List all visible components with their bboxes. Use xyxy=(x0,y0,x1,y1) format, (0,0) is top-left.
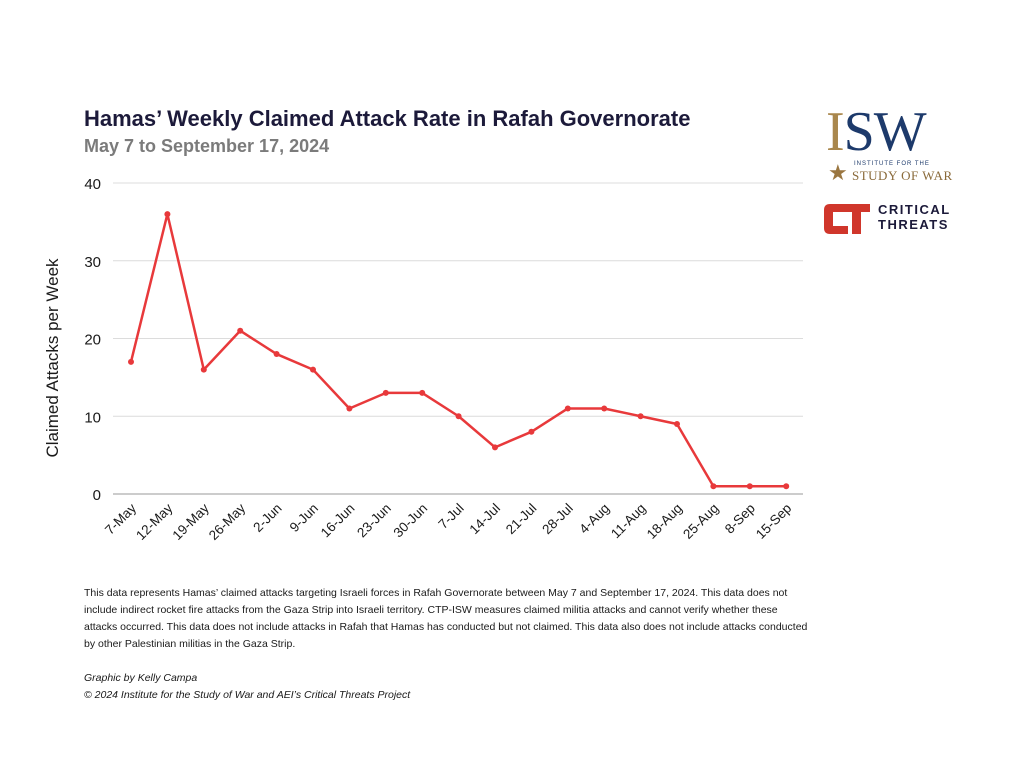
series-line xyxy=(129,212,787,488)
x-tick-label: 14-Jul xyxy=(467,501,504,538)
data-point xyxy=(128,358,134,365)
isw-logo-letters: ISW xyxy=(826,101,927,163)
ct-logo-text: CRITICAL THREATS xyxy=(878,202,951,232)
data-point xyxy=(164,211,171,218)
x-tick-label: 7-Jul xyxy=(435,501,466,532)
data-point xyxy=(528,428,535,435)
isw-logo: ISW INSTITUTE FOR THE ★ STUDY OF WAR xyxy=(826,104,966,184)
data-point xyxy=(419,389,426,396)
x-tick-label: 23-Jun xyxy=(354,501,394,541)
data-point xyxy=(710,483,717,490)
x-tick-label: 18-Aug xyxy=(644,501,685,542)
data-point xyxy=(200,366,207,373)
isw-logo-line2: STUDY OF WAR xyxy=(852,168,953,183)
data-point xyxy=(455,413,462,420)
credit: Graphic by Kelly Campa © 2024 Institute … xyxy=(84,670,410,704)
data-point xyxy=(492,444,498,451)
x-tick-label: 28-Jul xyxy=(539,501,576,538)
x-tick-label: 26-May xyxy=(206,500,249,543)
y-tick-label: 10 xyxy=(84,409,101,426)
credit-author: Graphic by Kelly Campa xyxy=(84,672,198,684)
chart-subtitle: May 7 to September 17, 2024 xyxy=(84,136,330,156)
data-point xyxy=(746,483,753,490)
chart-title: Hamas’ Weekly Claimed Attack Rate in Raf… xyxy=(84,106,691,131)
y-tick-label: 40 xyxy=(84,176,101,193)
star-icon: ★ xyxy=(828,160,848,185)
y-tick-label: 0 xyxy=(93,487,101,504)
data-point xyxy=(310,366,316,373)
y-axis-label: Claimed Attacks per Week xyxy=(43,258,62,458)
isw-logo-line1: INSTITUTE FOR THE xyxy=(854,161,930,167)
x-tick-label: 2-Jun xyxy=(250,501,284,535)
data-point xyxy=(237,327,244,334)
data-point xyxy=(346,405,353,412)
data-point xyxy=(783,483,790,490)
data-point xyxy=(637,413,644,420)
x-tick-label: 4-Aug xyxy=(576,501,612,537)
x-tick-label: 11-Aug xyxy=(608,501,649,542)
data-note: This data represents Hamas’ claimed atta… xyxy=(84,587,808,650)
ct-mark-icon xyxy=(824,204,870,234)
x-tick-label: 15-Sep xyxy=(753,501,794,542)
critical-threats-logo: CRITICAL THREATS xyxy=(824,200,969,240)
credit-copyright: © 2024 Institute for the Study of War an… xyxy=(84,689,411,701)
x-tick-label: 21-Jul xyxy=(503,501,540,538)
x-tick-label: 16-Jun xyxy=(318,501,358,541)
x-tick-label: 9-Jun xyxy=(287,501,321,535)
x-tick-label: 30-Jun xyxy=(391,501,431,541)
data-point xyxy=(674,421,680,428)
x-tick-label: 19-May xyxy=(169,500,212,543)
data-point xyxy=(273,351,280,358)
x-tick-label: 12-May xyxy=(133,500,176,543)
y-tick-label: 20 xyxy=(84,332,101,349)
data-point xyxy=(601,405,608,412)
x-tick-label: 25-Aug xyxy=(680,501,721,542)
data-point xyxy=(382,389,389,396)
data-point xyxy=(564,405,571,412)
y-tick-label: 30 xyxy=(84,254,101,271)
